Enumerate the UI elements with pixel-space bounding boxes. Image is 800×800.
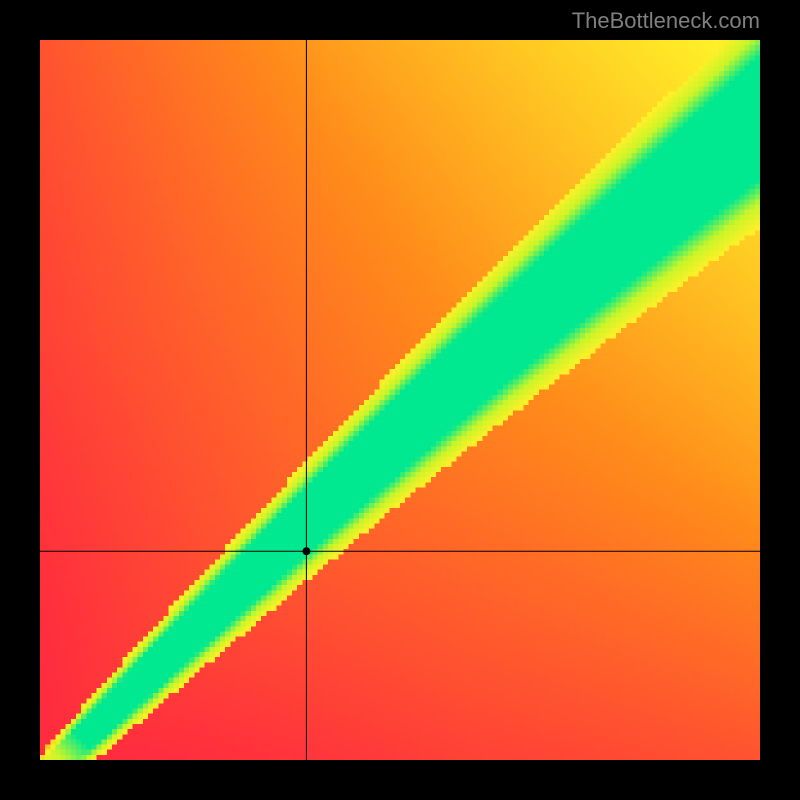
heatmap-canvas	[40, 40, 760, 760]
chart-container: TheBottleneck.com	[0, 0, 800, 800]
watermark-text: TheBottleneck.com	[572, 8, 760, 34]
